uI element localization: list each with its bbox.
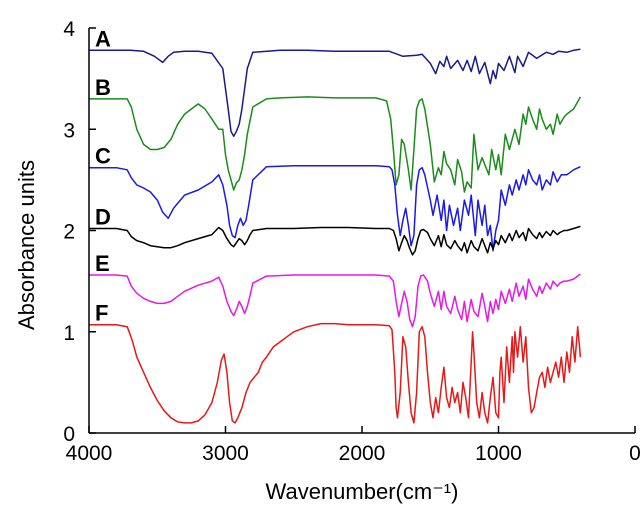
series-label-d: D — [95, 204, 111, 229]
series-layer — [89, 48, 582, 424]
series-line-e — [89, 273, 581, 328]
series-line-a — [89, 48, 581, 138]
series-label-f: F — [95, 301, 108, 326]
y-tick-label: 2 — [63, 221, 75, 244]
y-tick-label: 0 — [63, 423, 75, 446]
series-label-layer: AB C DEF — [95, 26, 111, 325]
series-label-b: B — [95, 75, 111, 100]
x-tick-label: 1000 — [475, 442, 522, 465]
series-line-b — [89, 96, 582, 193]
x-tick-label: 2000 — [339, 442, 386, 465]
series-label-c: C — [95, 144, 111, 169]
y-tick-label: 1 — [63, 322, 75, 345]
x-tick-label: 0 — [629, 442, 641, 465]
series-label-e: E — [95, 251, 110, 276]
tick-layer: 4000 3000 2000 1000 0 0 1 2 3 4 — [63, 18, 641, 465]
series-line-d — [89, 225, 581, 256]
x-axis-label: Wavenumber(cm⁻¹) — [266, 479, 459, 504]
x-tick-label: 3000 — [202, 442, 249, 465]
y-tick-label: 3 — [63, 119, 75, 142]
y-axis-label: Absorbance units — [14, 160, 39, 330]
series-line-f — [89, 322, 582, 424]
y-tick-label: 4 — [63, 18, 75, 41]
series-label-a: A — [95, 26, 111, 51]
series-line-c — [89, 164, 581, 252]
x-tick-label: 4000 — [66, 442, 113, 465]
